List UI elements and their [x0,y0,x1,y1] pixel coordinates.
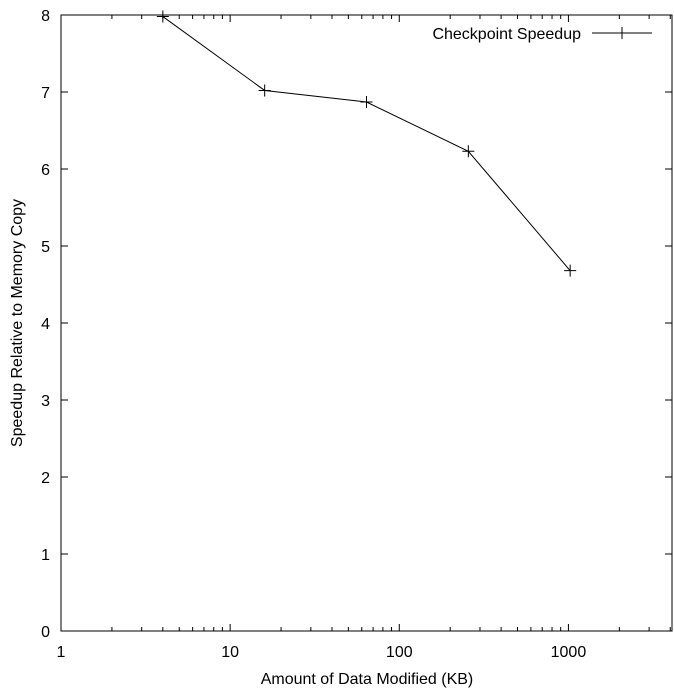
data-point [156,10,169,23]
x-axis-ticks: 1 10 100 1000 [57,15,671,661]
y-tick-label: 0 [41,624,50,641]
data-point [360,96,373,109]
data-point [462,145,475,158]
data-point [258,84,271,97]
y-tick-label: 1 [41,547,50,564]
x-tick-label: 100 [386,644,413,661]
legend: Checkpoint Speedup [432,26,652,43]
x-axis-title: Amount of Data Modified (KB) [261,671,474,688]
y-tick-label: 8 [41,8,50,25]
y-tick-label: 7 [41,85,50,102]
x-tick-label: 10 [221,644,239,661]
y-axis-title: Speedup Relative to Memory Copy [9,199,26,447]
y-tick-label: 4 [41,316,50,333]
y-tick-label: 6 [41,162,50,179]
series-line [162,16,571,271]
y-axis-ticks: 0 1 2 3 4 5 6 7 8 [41,8,672,641]
y-tick-label: 3 [41,393,50,410]
x-tick-label: 1 [57,644,66,661]
x-tick-label: 1000 [551,644,587,661]
legend-label: Checkpoint Speedup [432,26,581,43]
legend-marker [616,27,628,39]
y-tick-label: 2 [41,470,50,487]
series-layer [156,10,577,277]
data-point [564,264,577,277]
y-tick-label: 5 [41,239,50,256]
